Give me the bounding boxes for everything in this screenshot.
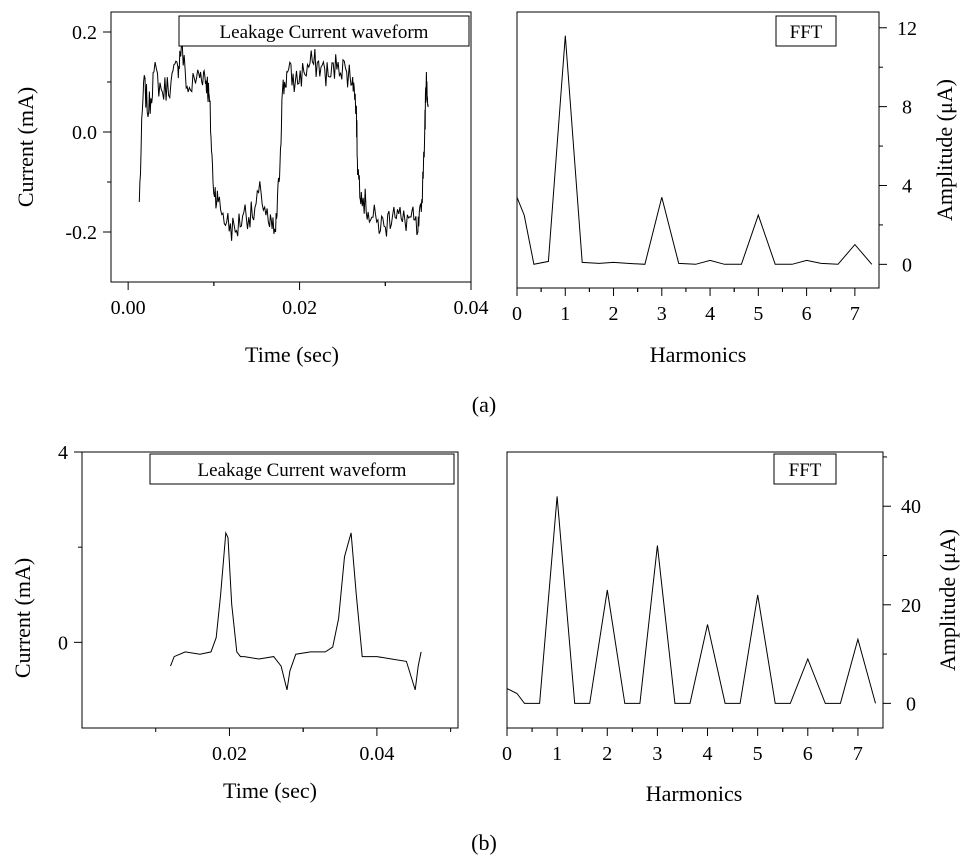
- x-tick-label: 4: [703, 743, 713, 765]
- x-tick-label: 1: [560, 303, 570, 325]
- x-tick-label: 3: [652, 743, 662, 765]
- y-tick-label: 4: [902, 175, 912, 197]
- x-tick-label: 0.02: [282, 297, 317, 319]
- panel-caption-b: (b): [471, 830, 497, 855]
- x-tick-label: 7: [853, 743, 863, 765]
- x-axis-label: Time (sec): [223, 778, 317, 803]
- x-axis-label: Harmonics: [646, 781, 743, 806]
- legend-box: [178, 15, 470, 47]
- tick-group: 0 1 2 3 4 5 6 7 0 20 40: [502, 456, 921, 765]
- panel-b-fft: 0 1 2 3 4 5 6 7 0 20 40 FFT Harmonics Amplitude (μ…: [502, 451, 960, 806]
- x-tick-label: 2: [602, 743, 612, 765]
- y-tick-label: 20: [901, 595, 921, 617]
- x-tick-label: 3: [657, 303, 667, 325]
- legend-box: [775, 15, 837, 47]
- plot-frame: [110, 11, 472, 283]
- plot-frame: [516, 11, 880, 289]
- legend-text: FFT: [790, 22, 823, 43]
- waveform-line: [170, 530, 422, 691]
- y-axis-label: Amplitude (μA): [932, 79, 957, 221]
- legend-text: Leakage Current waveform: [198, 460, 407, 481]
- x-tick-label: 4: [705, 303, 715, 325]
- x-tick-label: 1: [552, 743, 562, 765]
- legend-box: [773, 453, 837, 485]
- fft-line: [506, 496, 876, 704]
- x-tick-label: 5: [753, 303, 763, 325]
- y-axis-label: Current (mA): [13, 87, 38, 207]
- x-tick-label: 5: [753, 743, 763, 765]
- x-tick-label: 2: [609, 303, 619, 325]
- panel-caption-a: (a): [472, 392, 496, 417]
- waveform-line: [138, 44, 429, 241]
- tick-group: 0.00 0.02 0.04 0.2 0.0 -0.2: [65, 22, 488, 319]
- fft-line: [516, 35, 873, 265]
- x-tick-label: 0: [512, 303, 522, 325]
- x-axis-label: Harmonics: [650, 342, 747, 367]
- legend-box: [149, 453, 455, 485]
- x-axis-label: Time (sec): [245, 342, 339, 367]
- y-tick-label: -0.2: [65, 222, 97, 244]
- panel-b-waveform: 0.02 0.04 4 0 Leakage Current waveform Time…: [10, 442, 459, 803]
- y-axis-label: Amplitude (μA): [935, 529, 960, 671]
- y-tick-label: 0.2: [72, 22, 97, 44]
- x-tick-label: 0.00: [111, 297, 146, 319]
- y-tick-label: 0: [58, 632, 68, 654]
- y-tick-label: 4: [58, 442, 68, 464]
- y-tick-label: 0: [902, 254, 912, 276]
- x-tick-label: 0.04: [359, 743, 394, 765]
- x-tick-label: 6: [803, 743, 813, 765]
- x-tick-label: 0: [502, 743, 512, 765]
- plot-frame: [81, 451, 459, 729]
- panel-a-waveform: 0.00 0.02 0.04 0.2 0.0 -0.2 Leakage Current w…: [13, 11, 489, 367]
- tick-group: 0.02 0.04 4 0: [58, 442, 452, 765]
- y-tick-label: 8: [902, 97, 912, 119]
- y-tick-label: 12: [897, 18, 917, 40]
- x-tick-label: 0.02: [212, 743, 247, 765]
- y-axis-label: Current (mA): [10, 558, 35, 678]
- x-tick-label: 0.04: [454, 297, 489, 319]
- plot-frame: [506, 451, 884, 729]
- y-tick-label: 0.0: [72, 122, 97, 144]
- x-tick-label: 7: [850, 303, 860, 325]
- y-tick-label: 0: [906, 693, 916, 715]
- legend-text: Leakage Current waveform: [220, 22, 429, 43]
- y-tick-label: 40: [901, 496, 921, 518]
- x-tick-label: 6: [802, 303, 812, 325]
- legend-text: FFT: [789, 460, 822, 481]
